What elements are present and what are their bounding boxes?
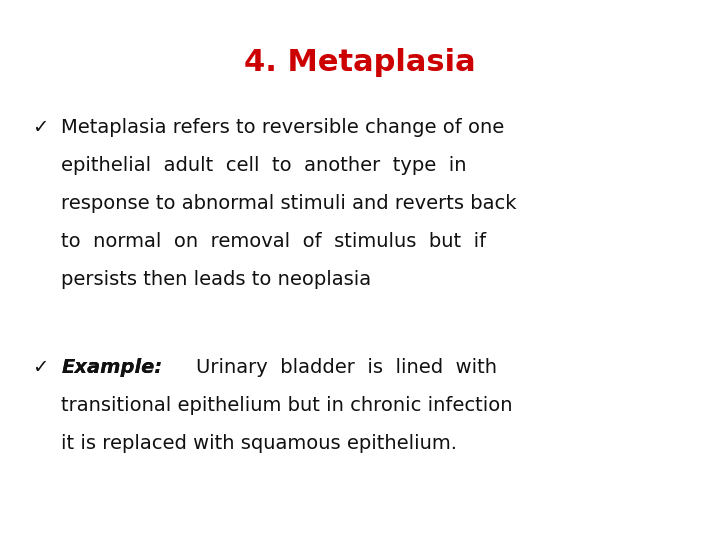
Text: ✓: ✓ — [32, 358, 49, 377]
Text: response to abnormal stimuli and reverts back: response to abnormal stimuli and reverts… — [61, 194, 517, 213]
Text: ✓: ✓ — [32, 118, 49, 137]
Text: Metaplasia refers to reversible change of one: Metaplasia refers to reversible change o… — [61, 118, 505, 137]
Text: it is replaced with squamous epithelium.: it is replaced with squamous epithelium. — [61, 434, 457, 453]
Text: epithelial  adult  cell  to  another  type  in: epithelial adult cell to another type in — [61, 156, 467, 175]
Text: 4. Metaplasia: 4. Metaplasia — [244, 48, 476, 77]
Text: Urinary  bladder  is  lined  with: Urinary bladder is lined with — [196, 358, 497, 377]
Text: transitional epithelium but in chronic infection: transitional epithelium but in chronic i… — [61, 396, 513, 415]
Text: Example:: Example: — [61, 358, 162, 377]
Text: to  normal  on  removal  of  stimulus  but  if: to normal on removal of stimulus but if — [61, 232, 486, 251]
Text: Example:: Example: — [61, 358, 162, 377]
Text: persists then leads to neoplasia: persists then leads to neoplasia — [61, 270, 372, 289]
